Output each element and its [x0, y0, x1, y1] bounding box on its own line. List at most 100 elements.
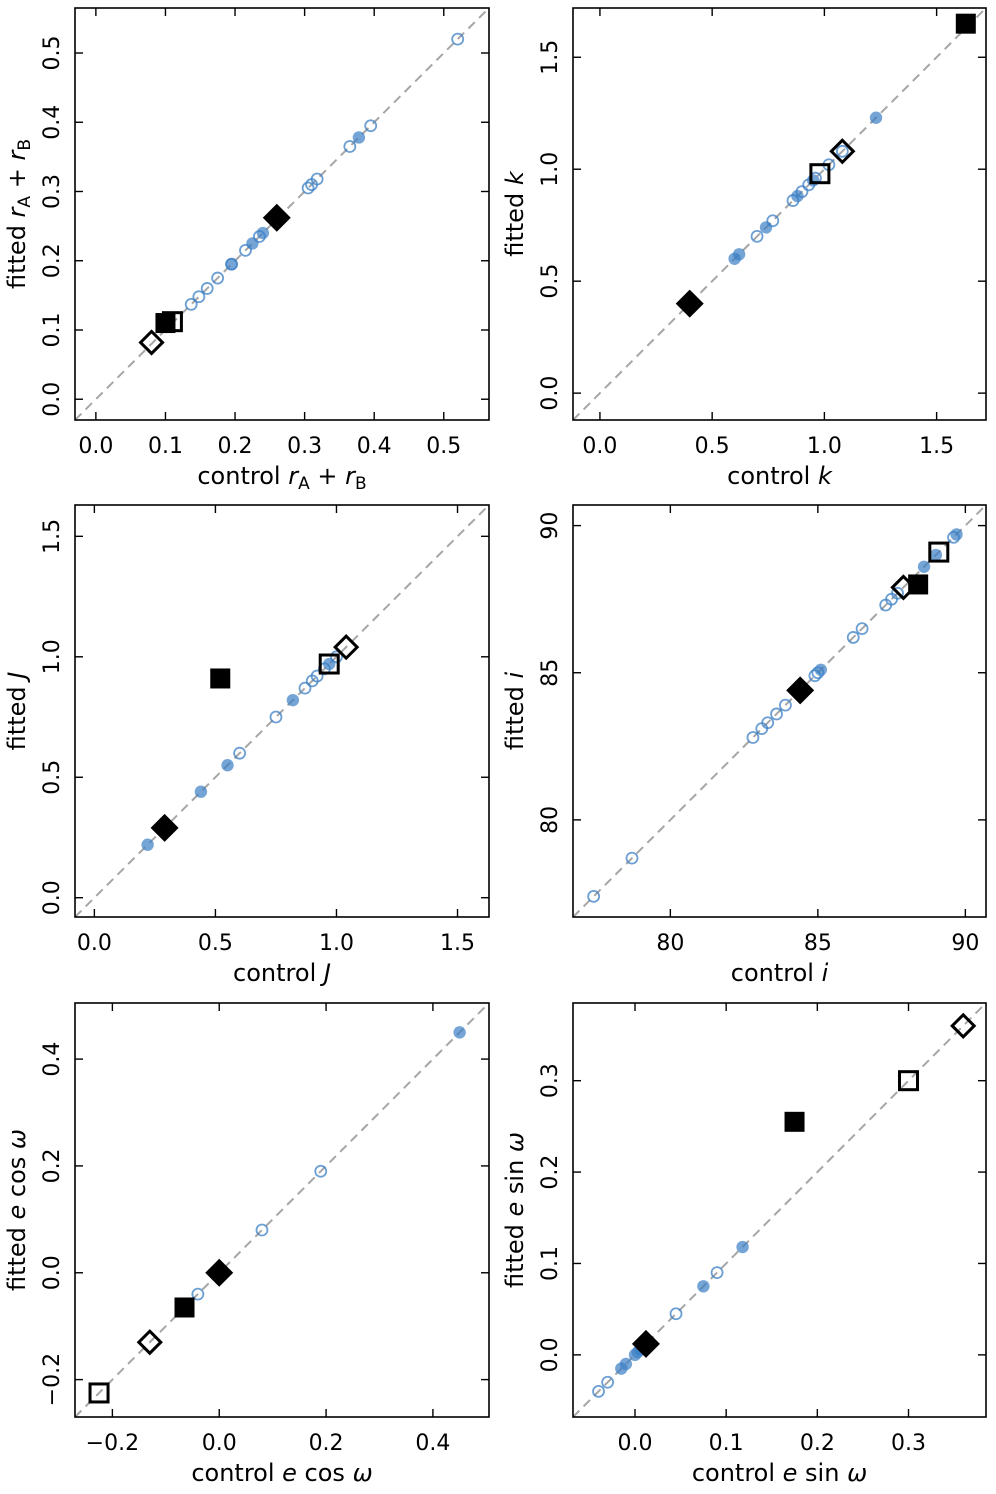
open-circle-point: [625, 851, 639, 865]
open-circle-point: [269, 710, 283, 724]
y-tick-label: 0.2: [40, 243, 65, 278]
y-tick-label: 0.1: [40, 312, 65, 347]
open-circle-point: [239, 243, 252, 257]
y-axis-label: fitted J: [3, 672, 31, 751]
filled-circle-point: [453, 1026, 466, 1039]
open-square-point: [161, 311, 183, 333]
filled-circle-point: [141, 838, 154, 851]
filled-diamond-point: [631, 1329, 660, 1358]
open-circle-point: [846, 631, 860, 644]
x-tick-label: 1.5: [440, 931, 475, 956]
filled-square-point: [155, 313, 176, 334]
filled-circle-point: [791, 189, 804, 203]
open-circle-point: [310, 172, 324, 186]
open-square-point: [898, 1070, 920, 1092]
filled-circle-point: [806, 174, 820, 187]
x-tick-label: 0.5: [426, 434, 461, 459]
open-diamond-point: [829, 138, 856, 165]
plot-area: [573, 8, 986, 420]
x-tick-label: 1.5: [919, 434, 954, 459]
x-tick-label: 0.1: [148, 434, 183, 459]
open-circle-point: [587, 890, 601, 903]
open-circle-point: [233, 746, 247, 760]
open-circle-point: [669, 1307, 683, 1321]
one-to-one-line: [573, 8, 986, 420]
axes-frame: [74, 7, 490, 421]
y-axis-label: fitted e sin ω: [501, 1132, 529, 1288]
filled-diamond-point: [150, 813, 179, 842]
y-tick-label: 0.4: [40, 105, 65, 140]
y-axis-label: fitted e cos ω: [3, 1129, 31, 1291]
y-axis-label: fitted k: [501, 170, 529, 257]
open-circle-point: [301, 181, 315, 195]
y-tick-label: 0.0: [538, 1337, 563, 1372]
open-diamond-point: [890, 574, 917, 601]
y-tick-label: 0.0: [538, 376, 563, 411]
filled-circle-point: [286, 693, 300, 707]
x-axis-label: control k: [727, 462, 833, 490]
plot-area: [573, 1003, 986, 1417]
x-tick-label: 0.4: [357, 434, 392, 459]
plot-area: [573, 505, 986, 917]
open-circle-point: [855, 622, 869, 635]
open-circle-point: [310, 669, 324, 683]
x-tick-label: 0.5: [695, 434, 730, 459]
y-tick-label: 1.5: [538, 40, 563, 75]
filled-circle-point: [917, 560, 931, 573]
y-tick-label: 0.2: [538, 1155, 563, 1190]
filled-circle-point: [759, 221, 773, 234]
open-circle-point: [314, 1164, 328, 1178]
axes-frame: [74, 1002, 490, 1418]
one-to-one-line: [75, 1003, 489, 1417]
scatter-panel-2: 0.0 0.5 1.0 1.5 0.0 0.5 1.0 1.5 control k fitted …: [501, 7, 987, 490]
open-diamond-point: [136, 1329, 163, 1356]
filled-circle-point: [194, 785, 208, 798]
filled-circle-point: [256, 226, 270, 240]
axes-frame: [572, 1002, 987, 1418]
y-tick-label: 0.5: [40, 760, 65, 795]
open-circle-point: [770, 707, 783, 721]
filled-circle-point: [929, 548, 943, 562]
y-tick-label: 0.5: [40, 36, 65, 71]
open-circle-point: [192, 290, 206, 304]
y-axis-label: fitted rA + rB: [3, 139, 35, 289]
x-tick-label: 0.5: [198, 931, 233, 956]
scatter-panel-6: 0.0 0.1 0.2 0.3 0.0 0.1 0.2 0.3 control e sin ω f…: [501, 1002, 987, 1487]
y-tick-label: 0.3: [538, 1063, 563, 1098]
axes-frame: [572, 7, 987, 421]
filled-circle-point: [869, 111, 883, 124]
filled-diamond-point: [262, 203, 291, 232]
filled-circle-point: [619, 1357, 633, 1371]
axes-frame: [74, 504, 490, 918]
plot-area: [75, 1003, 489, 1417]
x-tick-label: 0.2: [309, 1431, 344, 1456]
filled-circle-point: [323, 657, 336, 671]
filled-circle-point: [950, 528, 963, 541]
x-tick-label: 90: [951, 931, 979, 956]
open-circle-point: [255, 1223, 269, 1237]
one-to-one-line: [573, 505, 986, 917]
filled-circle-point: [352, 131, 366, 144]
y-tick-label: 0.1: [538, 1246, 563, 1281]
open-circle-point: [184, 297, 198, 311]
x-tick-label: −0.2: [86, 1431, 139, 1456]
filled-circle-point: [697, 1280, 710, 1293]
open-circle-point: [343, 140, 357, 153]
y-axis-label: fitted i: [501, 672, 529, 751]
open-circle-point: [750, 229, 764, 243]
open-square-point: [88, 1382, 110, 1404]
y-tick-label: 1.0: [40, 639, 65, 674]
x-tick-label: 0.2: [800, 1431, 835, 1456]
x-tick-label: 0.0: [582, 434, 617, 459]
open-circle-point: [891, 586, 904, 600]
plot-area: [75, 505, 489, 917]
x-tick-label: 0.0: [77, 931, 112, 956]
open-circle-point: [330, 650, 343, 664]
y-tick-label: 0.3: [40, 174, 65, 209]
filled-square-point: [784, 1111, 805, 1132]
open-circle-point: [191, 1287, 205, 1301]
x-tick-label: 0.3: [891, 1431, 926, 1456]
x-axis-label: control J: [233, 959, 331, 987]
x-tick-label: 80: [656, 931, 684, 956]
